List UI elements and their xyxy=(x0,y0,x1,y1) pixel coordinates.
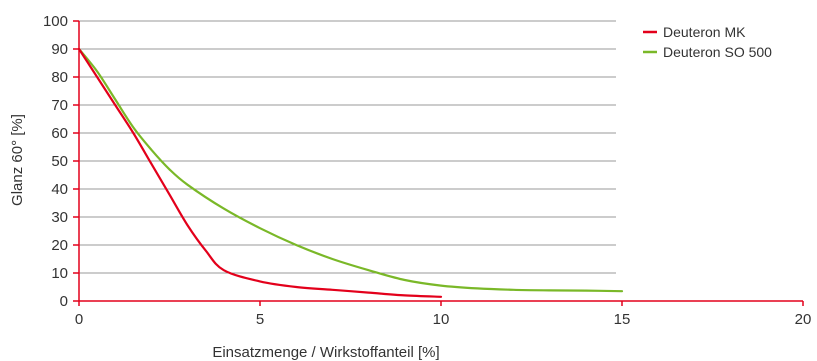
y-tick-label: 10 xyxy=(51,265,68,282)
axes xyxy=(73,20,804,306)
x-tick-label: 15 xyxy=(614,311,631,328)
y-tick-label: 60 xyxy=(51,125,68,142)
series-line xyxy=(77,47,624,293)
y-tick-label: 50 xyxy=(51,153,68,170)
tick-labels: 0 10 20 30 40 50 60 70 80 90 100 0 5 10 15 20 xyxy=(43,13,811,328)
y-tick-label: 80 xyxy=(51,69,68,86)
y-tick-label: 40 xyxy=(51,181,68,198)
y-tick-label: 30 xyxy=(51,209,68,226)
legend: Deuteron MK Deuteron SO 500 xyxy=(643,24,772,60)
series-lines xyxy=(77,47,624,298)
y-tick-label: 70 xyxy=(51,97,68,114)
series-line xyxy=(77,47,443,298)
x-tick-label: 20 xyxy=(795,311,812,328)
x-tick-label: 10 xyxy=(433,311,450,328)
x-tick-label: 0 xyxy=(75,311,83,328)
x-axis-title: Einsatzmenge / Wirkstoffanteil [%] xyxy=(212,344,439,361)
legend-label: Deuteron SO 500 xyxy=(663,44,772,60)
y-tick-label: 0 xyxy=(60,293,68,310)
x-tick-label: 5 xyxy=(256,311,264,328)
y-tick-label: 100 xyxy=(43,13,68,30)
y-tick-label: 90 xyxy=(51,41,68,58)
grid-lines xyxy=(79,20,616,274)
y-tick-label: 20 xyxy=(51,237,68,254)
y-axis-title: Glanz 60° [%] xyxy=(9,114,26,206)
legend-label: Deuteron MK xyxy=(663,24,746,40)
